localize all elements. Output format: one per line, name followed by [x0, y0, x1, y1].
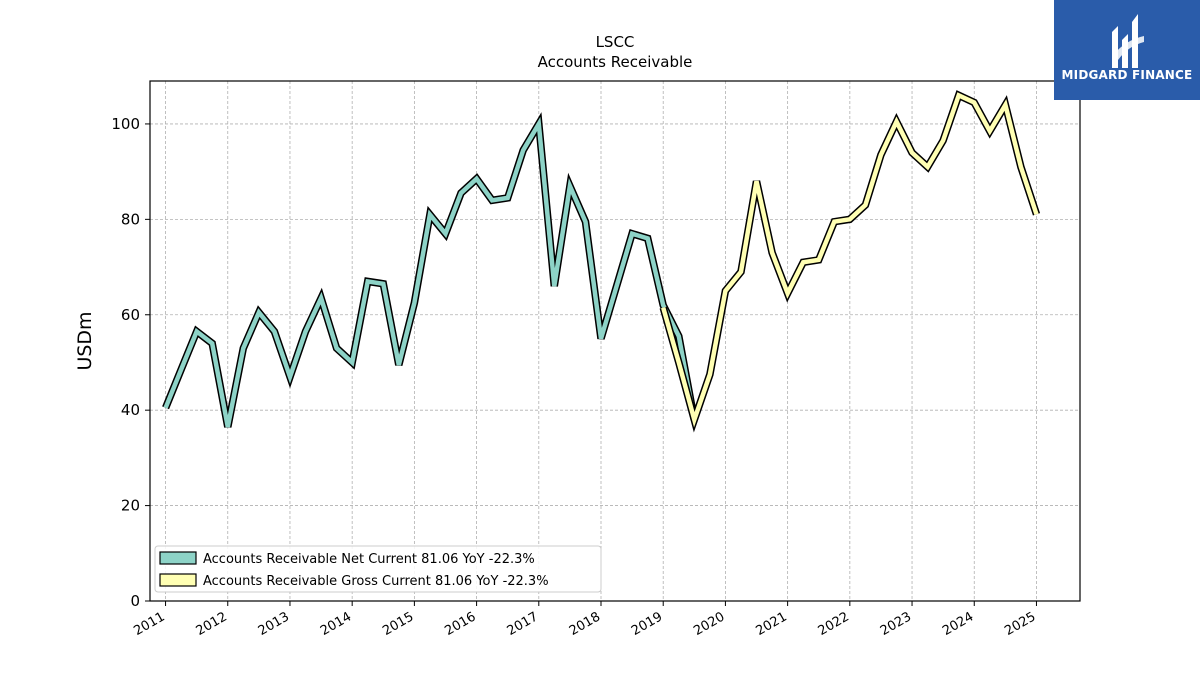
- chart-subtitle: Accounts Receivable: [538, 53, 693, 71]
- legend: Accounts Receivable Net Current 81.06 Yo…: [154, 545, 602, 593]
- chart-title: LSCC: [596, 33, 635, 51]
- x-tick-label: 2015: [380, 609, 416, 639]
- x-tick-label: 2011: [131, 609, 167, 639]
- x-tick-label: 2014: [318, 609, 354, 639]
- legend-frame: [154, 545, 602, 593]
- logo-mark-icon: [1112, 14, 1144, 68]
- series-layer: [162, 90, 1041, 433]
- x-tick-label: 2022: [816, 609, 852, 639]
- y-axis-label: USDm: [74, 311, 96, 370]
- x-tick-label: 2025: [1002, 609, 1038, 639]
- legend-label-net: Accounts Receivable Net Current 81.06 Yo…: [203, 552, 535, 567]
- grid: [150, 81, 1080, 602]
- y-tick-label: 60: [121, 306, 140, 324]
- x-tick-label: 2024: [940, 609, 976, 639]
- x-tick-label: 2013: [256, 609, 292, 639]
- legend-swatch-gross: [159, 573, 197, 587]
- y-tick-label: 100: [111, 115, 140, 133]
- plot-frame: [149, 80, 1081, 602]
- x-tick-label: 2019: [629, 609, 665, 639]
- series-outline-net: [162, 112, 698, 428]
- series-line-net: [163, 116, 697, 428]
- x-tick-label: 2021: [753, 609, 789, 639]
- x-tick-label: 2020: [691, 609, 727, 639]
- x-tick-label: 2023: [878, 609, 914, 639]
- logo-text: MIDGARD FINANCE: [1061, 68, 1193, 82]
- x-tick-label: 2018: [567, 609, 603, 639]
- legend-label-gross: Accounts Receivable Gross Current 81.06 …: [203, 574, 549, 589]
- x-tick-label: 2012: [194, 609, 230, 639]
- x-tick-label: 2016: [442, 609, 478, 639]
- brand-logo: MIDGARD FINANCE: [1054, 0, 1200, 100]
- legend-swatch-net: [159, 551, 197, 565]
- y-tick-label: 40: [121, 401, 140, 419]
- y-tick-label: 0: [130, 592, 140, 610]
- x-tick-label: 2017: [505, 609, 541, 639]
- series-line-gross: [661, 92, 1039, 428]
- y-tick-label: 20: [121, 497, 140, 515]
- y-tick-label: 80: [121, 210, 140, 228]
